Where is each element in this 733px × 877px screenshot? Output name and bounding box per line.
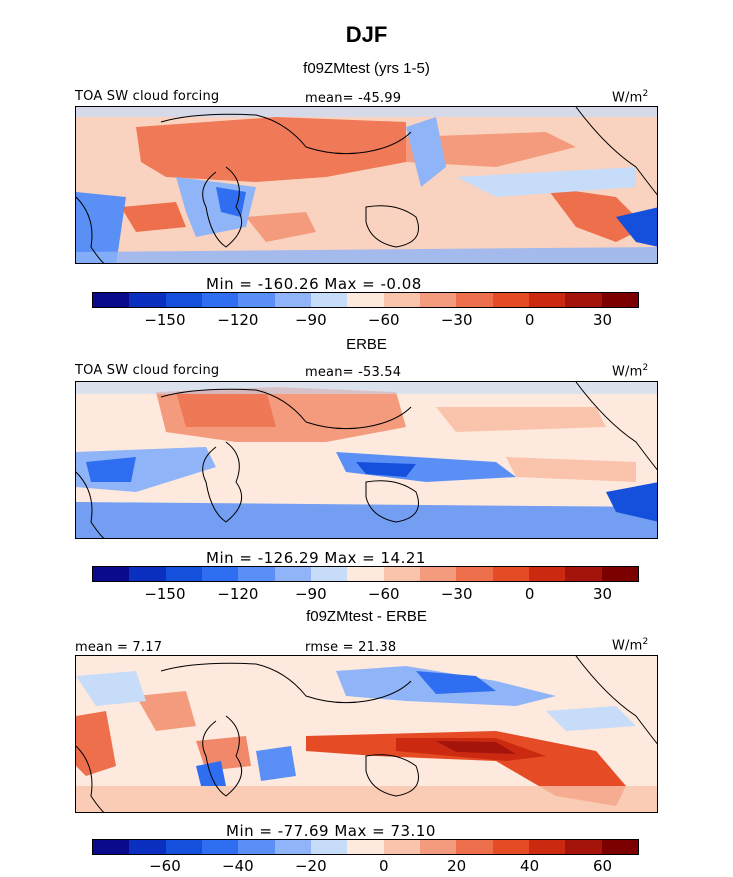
colorbar-tick-label: 20 <box>447 857 467 875</box>
colorbar-tick-label: 0 <box>524 585 535 603</box>
colorbar-tick-label: 30 <box>592 311 613 329</box>
panel1-field-label: TOA SW cloud forcing <box>75 89 220 104</box>
panel1-minmax: Min = -160.26 Max = -0.08 <box>206 275 422 293</box>
panel2-field-label: TOA SW cloud forcing <box>75 363 220 378</box>
colorbar-swatch <box>565 840 602 854</box>
colorbar-tick-label: −60 <box>367 311 400 329</box>
colorbar-swatch <box>310 840 348 854</box>
colorbar-swatch <box>238 840 275 854</box>
panel2-units: W/m2 <box>612 363 649 380</box>
panel2-map <box>75 381 658 539</box>
colorbar-swatch <box>456 567 493 581</box>
colorbar-swatch <box>165 567 202 581</box>
panel1-subtitle: f09ZMtest (yrs 1-5) <box>303 60 430 77</box>
panel1-map <box>75 106 658 264</box>
panel3-units: W/m2 <box>612 637 649 654</box>
panel3-colorbar <box>92 839 639 855</box>
colorbar-swatch <box>528 840 566 854</box>
colorbar-swatch <box>601 293 638 307</box>
panel1-units: W/m2 <box>612 89 649 106</box>
colorbar-swatch <box>274 567 311 581</box>
panel2-mean: mean= -53.54 <box>305 365 402 380</box>
colorbar-tick-label: −40 <box>222 857 254 875</box>
colorbar-swatch <box>129 293 166 307</box>
colorbar-swatch <box>310 567 348 581</box>
colorbar-swatch <box>383 293 420 307</box>
colorbar-tick-label: −60 <box>367 585 400 603</box>
colorbar-tick-label: 30 <box>592 585 613 603</box>
colorbar-swatch <box>492 293 529 307</box>
colorbar-tick-label: −30 <box>440 585 473 603</box>
panel3-subtitle: f09ZMtest - ERBE <box>306 608 427 625</box>
colorbar-tick-label: −120 <box>217 585 259 603</box>
colorbar-swatch <box>201 840 239 854</box>
colorbar-swatch <box>274 840 311 854</box>
colorbar-swatch <box>347 840 384 854</box>
colorbar-swatch <box>492 840 529 854</box>
colorbar-swatch <box>347 567 384 581</box>
colorbar-swatch <box>456 293 493 307</box>
colorbar-tick-label: 60 <box>592 857 613 875</box>
panel2-subtitle: ERBE <box>346 336 387 353</box>
colorbar-swatch <box>456 840 493 854</box>
colorbar-swatch <box>528 293 566 307</box>
colorbar-tick-label: −120 <box>217 311 259 329</box>
colorbar-tick-label: −90 <box>294 311 327 329</box>
colorbar-swatch <box>419 567 457 581</box>
colorbar-swatch <box>310 293 348 307</box>
colorbar-swatch <box>201 293 239 307</box>
colorbar-swatch <box>93 293 130 307</box>
colorbar-swatch <box>528 567 566 581</box>
colorbar-swatch <box>165 293 202 307</box>
colorbar-swatch <box>383 840 420 854</box>
colorbar-tick-label: 0 <box>378 857 389 875</box>
colorbar-swatch <box>274 293 311 307</box>
colorbar-swatch <box>383 567 420 581</box>
colorbar-tick-label: 40 <box>520 857 540 875</box>
panel2-colorbar <box>92 566 639 582</box>
colorbar-swatch <box>129 840 166 854</box>
colorbar-swatch <box>347 293 384 307</box>
panel3-map <box>75 655 658 813</box>
colorbar-swatch <box>419 840 457 854</box>
figure-title: DJF <box>345 22 388 47</box>
colorbar-swatch <box>201 567 239 581</box>
colorbar-tick-label: −20 <box>294 857 327 875</box>
colorbar-swatch <box>419 293 457 307</box>
panel1-mean: mean= -45.99 <box>305 91 402 106</box>
colorbar-tick-label: −150 <box>144 311 186 329</box>
panel3-rmse: rmse = 21.38 <box>305 640 397 655</box>
panel3-minmax: Min = -77.69 Max = 73.10 <box>226 822 436 840</box>
colorbar-tick-label: −150 <box>144 585 186 603</box>
colorbar-swatch <box>93 840 130 854</box>
panel1-colorbar <box>92 292 639 308</box>
colorbar-tick-label: 0 <box>524 311 535 329</box>
colorbar-swatch <box>601 567 638 581</box>
colorbar-tick-label: −60 <box>149 857 181 875</box>
colorbar-swatch <box>565 293 602 307</box>
colorbar-swatch <box>601 840 638 854</box>
colorbar-swatch <box>238 293 275 307</box>
colorbar-swatch <box>165 840 202 854</box>
colorbar-tick-label: −30 <box>440 311 473 329</box>
panel2-minmax: Min = -126.29 Max = 14.21 <box>206 549 426 567</box>
colorbar-swatch <box>565 567 602 581</box>
colorbar-swatch <box>238 567 275 581</box>
panel3-mean: mean = 7.17 <box>75 640 163 655</box>
colorbar-swatch <box>93 567 130 581</box>
colorbar-tick-label: −90 <box>294 585 327 603</box>
colorbar-swatch <box>492 567 529 581</box>
colorbar-swatch <box>129 567 166 581</box>
